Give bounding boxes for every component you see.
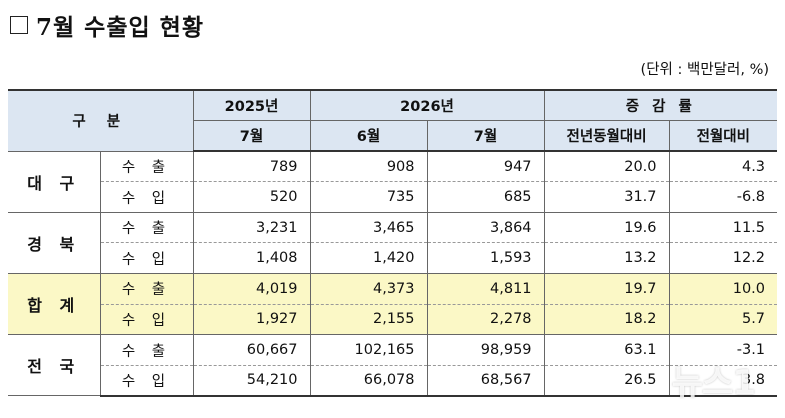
cell-yoy: 19.6 [544,212,670,244]
row-kind: 수 출 [100,334,194,366]
cell-mom: -3.1 [669,334,778,366]
region-name: 전 국 [8,334,101,397]
cell-jul-2026: 98,959 [427,334,545,366]
cell-jul-2025: 54,210 [193,365,311,397]
cell-jun-2026: 102,165 [310,334,428,366]
cell-mom: 11.5 [669,212,778,244]
header-mom: 전월대비 [668,120,778,153]
cell-yoy: 19.7 [544,273,670,305]
unit-note: (단위 : 백만달러, %) [640,62,769,78]
header-year-2025: 2025년 [192,89,311,122]
cell-jun-2026: 1,420 [310,242,428,275]
trade-table: 구 분 2025년 2026년 증 감 률 7월 6월 7월 전년동월대비 전월… [8,88,778,397]
header-year-2026: 2026년 [309,89,545,122]
cell-jul-2025: 4,019 [193,273,311,305]
cell-jul-2026: 3,864 [427,212,545,244]
cell-yoy: 26.5 [544,365,670,397]
cell-yoy: 13.2 [544,242,670,275]
cell-jul-2025: 1,408 [193,242,311,275]
cell-jul-2026: 1,593 [427,242,545,275]
cell-jun-2026: 2,155 [310,304,428,336]
cell-mom: 5.7 [669,304,778,336]
cell-jul-2025: 1,927 [193,304,311,336]
cell-mom: 3.8 [669,365,778,397]
cell-jun-2026: 908 [310,151,428,183]
header-jul-2025: 7월 [193,120,311,153]
news1-watermark-logo: 뉴스1 [671,363,756,403]
header-jun-2026: 6월 [309,120,428,153]
cell-jul-2026: 2,278 [427,304,545,336]
row-kind: 수 출 [100,151,194,183]
cell-yoy: 31.7 [544,181,670,213]
cell-mom: 10.0 [669,273,778,305]
page-title: 7월 수출입 현황 [10,8,204,42]
region-name: 합 계 [8,273,101,336]
header-division: 구 분 [8,88,194,152]
cell-jul-2025: 520 [193,181,311,213]
cell-jul-2026: 685 [427,181,545,213]
cell-yoy: 20.0 [544,151,670,183]
header-change-rate: 증 감 률 [543,89,778,122]
cell-jun-2026: 735 [310,181,428,213]
cell-jul-2025: 789 [193,151,311,183]
row-kind: 수 입 [100,365,194,397]
region-name: 경 북 [8,212,101,275]
cell-yoy: 63.1 [544,334,670,366]
header-jul-2026: 7월 [426,120,545,153]
cell-jul-2025: 3,231 [193,212,311,244]
row-kind: 수 출 [100,212,194,244]
cell-mom: 12.2 [669,242,778,275]
cell-jun-2026: 66,078 [310,365,428,397]
row-kind: 수 출 [100,273,194,305]
cell-jun-2026: 4,373 [310,273,428,305]
cell-jul-2026: 68,567 [427,365,545,397]
cell-jul-2026: 947 [427,151,545,183]
row-kind: 수 입 [100,181,194,213]
cell-mom: 4.3 [669,151,778,183]
header-yoy: 전년동월대비 [543,120,670,153]
title-text: 7월 수출입 현황 [36,14,204,41]
cell-jul-2026: 4,811 [427,273,545,305]
checkbox-square-icon [10,16,28,34]
cell-yoy: 18.2 [544,304,670,336]
row-kind: 수 입 [100,304,194,336]
cell-jun-2026: 3,465 [310,212,428,244]
row-kind: 수 입 [100,242,194,275]
cell-mom: -6.8 [669,181,778,213]
cell-jul-2025: 60,667 [193,334,311,366]
region-name: 대 구 [8,151,101,213]
